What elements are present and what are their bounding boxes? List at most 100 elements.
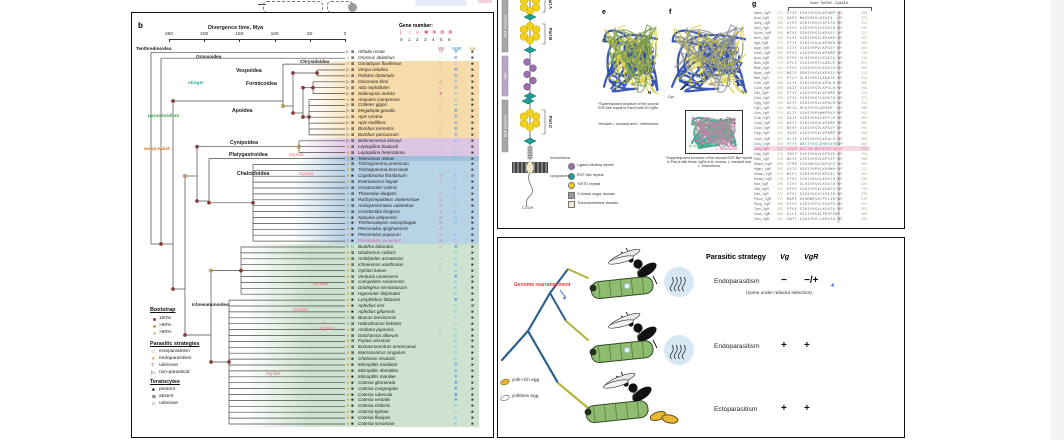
lp-presence-symbol: ■: [471, 96, 474, 102]
alignment-end: 291: [861, 36, 868, 41]
legend-title: Bootstrap: [150, 307, 176, 313]
alignment-row: Mdem_VgR 280 VTPM GIHIDHSAIKPAFE·NF 302: [754, 162, 867, 167]
lp-presence-symbol: ■: [471, 167, 474, 173]
vgr-count-symbol: ○: [454, 161, 457, 167]
vgr-count-symbol: ∞: [454, 232, 458, 238]
alignment-row-label: Olut_VgR: [754, 191, 769, 196]
species-name: Orussus abietinus: [358, 55, 395, 61]
vg-count-symbol: ○: [439, 55, 442, 61]
alignment-start: 291: [777, 186, 784, 191]
vgr-count-symbol: ∞: [454, 267, 458, 273]
species-row: ★ ⊠ Leptopilina boulardi ○ ○ ■: [346, 144, 492, 150]
alignment-end: 302: [861, 161, 868, 166]
axis-tick-mark: [239, 39, 241, 42]
terminus-c-label: C: [602, 38, 606, 43]
bootstrap-dot-icon: [153, 318, 156, 321]
strategy-icon-d: ★: [346, 273, 350, 279]
species-row: ★ ■ Cotesia chilonis ∞ ■: [346, 403, 492, 409]
clade-label: Chrysidoidea: [300, 59, 330, 64]
caterpillar-head: [589, 348, 597, 356]
strategy-icon-d: ★: [346, 226, 350, 232]
alignment-end: 311: [861, 21, 868, 26]
alignment-row-label: Vvel_VgR: [754, 216, 770, 221]
species-name: Cotesia vestalis: [358, 397, 391, 403]
alignment-row-label: Blab_VgR: [754, 66, 770, 71]
strategy-icon-n: ▷: [346, 67, 350, 72]
strategy-icon-d: ★: [346, 255, 350, 261]
wasp-wing: [608, 319, 634, 329]
species-name: Theocolax elegans: [358, 190, 397, 196]
alignment-sequence: NTVF GIHIFHSTLKPAIF·NF: [787, 31, 843, 36]
alignment-row-label: Bter_VgR: [754, 76, 769, 81]
alignment-row: Mman_VgR 279 NIFY GIHIYHSVLKPAIL·NF 301: [754, 172, 867, 177]
lp-presence-symbol: ■: [471, 131, 474, 137]
legend-item-bootstrap: >50%: [159, 330, 172, 335]
alignment-end: 297: [861, 61, 868, 66]
strategy-icon-e: ☆: [346, 55, 350, 61]
species-name: Aphidius ervi: [358, 303, 385, 308]
alignment-end: 284: [861, 131, 868, 136]
alignment-end: 308: [861, 211, 868, 216]
egg-squiggle: [677, 276, 682, 292]
alignment-row-label: Ccon_VgR: [754, 86, 771, 91]
ligand-binding-repeat-icon: [523, 70, 531, 79]
vgr-count-symbol: ∞: [454, 415, 458, 421]
teratocyte-icon: ⊠: [351, 90, 355, 96]
strategy-icon-n: ▷: [346, 185, 350, 190]
species-row: ★ ⊠ Leptopilina heterotoma ○ ○ ■: [346, 150, 492, 156]
lp-presence-symbol: ■: [471, 244, 474, 249]
species-name: Bombus pascuorum: [358, 131, 399, 137]
species-row: ▷ ⊠ Polistes dominula ○ ✻ ■: [346, 73, 492, 79]
trait-annotation: wasp-waist: [144, 147, 170, 152]
legend-item-teratocyte: present: [159, 387, 175, 392]
strategy-vg-value: −: [781, 275, 787, 286]
alignment-end: 312: [861, 101, 868, 106]
caterpillar-segment: [636, 401, 640, 417]
part-label: Part C: [548, 116, 553, 128]
alignment-row: Cson_VgR 274 NTVY GIHIYHSVLKPAIP·NF 296: [754, 126, 867, 131]
caterpillar-segment: [603, 405, 607, 421]
alignment-row-label: Bpas_VgR: [754, 71, 771, 76]
species-name: Leptopilina heterotoma: [358, 149, 405, 155]
teratocyte-icon: ■: [351, 238, 354, 244]
species-name: Cotesia typhae: [358, 409, 389, 415]
lp-presence-symbol: ■: [471, 78, 474, 84]
teratocyte-icon: ■: [351, 226, 354, 232]
lp-presence-symbol: ■: [471, 108, 474, 114]
species-row: ☆ ⊠ Habrobracon hebetor ○ ○ ■: [346, 321, 492, 327]
vgr-count-symbol: ✱: [454, 273, 458, 279]
caterpillar-segment: [593, 406, 596, 422]
egg-squiggle: [681, 344, 686, 360]
note-arrow-icon: ➤: [828, 281, 837, 290]
vgr-count-symbol: ∞: [454, 338, 458, 344]
clade-label: Ichneumonoidea: [192, 302, 229, 307]
vgr-count-symbol: ∞: [454, 137, 458, 143]
alignment-start: 266: [777, 81, 784, 86]
wasp-caterpillar-illustration: [584, 371, 679, 424]
species-row: ☆ ⊠ Orussus abietinus ○ ❋ ■: [346, 55, 492, 61]
alignment-start: 273: [777, 191, 784, 196]
alignment-start: 268: [777, 86, 784, 91]
species-row: ☆ ⊠ Theocolax elegans ○ ○ ■: [346, 191, 492, 197]
alignment-start: 301: [777, 16, 784, 21]
alignment-start: 262: [777, 131, 784, 136]
strategy-icon-d: ★: [346, 291, 350, 297]
alignment-row: Cses_VgR 263 AEIY GIHIYHSVLKPAMP·NF 285: [754, 121, 867, 126]
alignment-start: 287: [777, 216, 784, 221]
species-name: Cecidostiba fungosa: [358, 208, 400, 214]
species-name: Telenomus remus: [358, 155, 395, 161]
species-row: ★ ⊠ Trichogramma pretiosum ○ ■: [346, 161, 492, 167]
species-row: ★ ⊠ Hyposoter didymator ∞ ■: [346, 291, 492, 297]
species-row: ☆ ⊠ Pachycrepoideus vindemmiae ∞ ○ ■: [346, 197, 492, 203]
vgr-count-symbol: ○: [454, 409, 457, 415]
alignment-row-label: Ppup_VgR: [754, 201, 771, 206]
species-name: Fopius arisanus: [358, 338, 391, 344]
axis-tick-label: 200: [200, 32, 209, 37]
species-name: Microplitis mediator: [358, 362, 398, 367]
vg-count-symbol: ∞: [439, 173, 443, 179]
alignment-sequence: LNGP AGITELWVFESSFGESF: [787, 146, 843, 151]
alignment-end: 307: [861, 206, 868, 211]
teratocyte-icon: ⊠: [351, 267, 355, 273]
legend-item-teratocyte: unknown: [159, 401, 179, 406]
strategy-row-note: (some under relaxed selection): [746, 291, 812, 296]
